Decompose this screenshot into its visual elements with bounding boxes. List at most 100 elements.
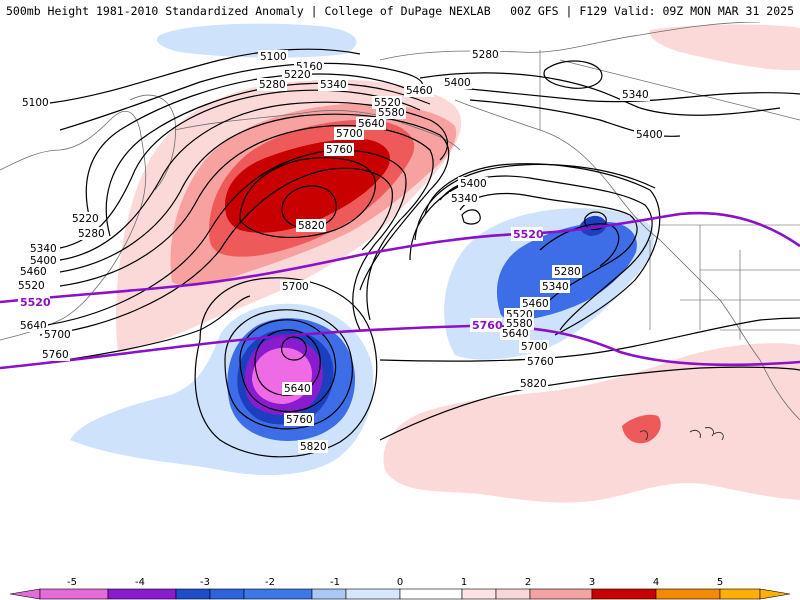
svg-text:5760: 5760 xyxy=(42,349,69,361)
hawaii-islands xyxy=(639,427,724,441)
legend-swatch xyxy=(591,588,657,600)
legend-swatch xyxy=(399,588,463,600)
contour-low-5640 xyxy=(254,329,321,396)
contour-5760-east xyxy=(379,317,800,362)
svg-text:5340: 5340 xyxy=(320,79,347,91)
anomaly-neg-east-3 xyxy=(579,215,607,236)
coastlines xyxy=(0,22,800,421)
legend-swatch xyxy=(175,588,211,600)
header: 500mb Height 1981-2010 Standardized Anom… xyxy=(0,0,800,22)
climo-5520-line xyxy=(0,211,800,304)
contour-5760-a xyxy=(239,157,376,238)
anomaly-pos-topright xyxy=(649,24,800,71)
svg-text:5820: 5820 xyxy=(300,441,327,453)
legend-tick: 1 xyxy=(461,577,467,588)
legend-tick: 0 xyxy=(397,577,403,588)
contour-5100 xyxy=(49,48,361,104)
contour-label: 5280 xyxy=(257,78,287,91)
svg-text:5700: 5700 xyxy=(44,329,71,341)
contour-label: 5700 xyxy=(334,127,364,140)
svg-text:5700: 5700 xyxy=(336,128,363,140)
svg-text:5460: 5460 xyxy=(522,298,549,310)
legend-swatch xyxy=(243,588,313,600)
svg-text:5580: 5580 xyxy=(378,107,405,119)
svg-text:5100: 5100 xyxy=(260,51,287,63)
contour-label: 5220 xyxy=(282,68,312,81)
svg-text:5640: 5640 xyxy=(20,320,47,332)
contour-east-5520 xyxy=(414,163,656,241)
contour-label: 5340 xyxy=(449,192,479,205)
coast-asia xyxy=(0,110,147,341)
contour-label: 5760 xyxy=(40,348,70,361)
contour-5520 xyxy=(59,124,434,321)
contour-5460 xyxy=(59,113,450,291)
svg-text:5820: 5820 xyxy=(298,220,325,232)
borders xyxy=(539,50,800,340)
contour-label: 5220 xyxy=(70,212,100,225)
contour-label: 5760 xyxy=(525,355,555,368)
contour-label: 5400 xyxy=(634,128,664,141)
contour-label: 5340 xyxy=(318,78,348,91)
contour-low-inner xyxy=(281,336,307,361)
anomaly-color-legend: -5 -4 -3 -2 -1 0 1 2 3 4 5 xyxy=(9,577,791,600)
legend-ticks: -5 -4 -3 -2 -1 0 1 2 3 4 5 xyxy=(67,577,723,588)
climo-label: 5520 xyxy=(511,227,544,241)
legend-tick: 2 xyxy=(525,577,531,588)
contour-label: 5400 xyxy=(458,177,488,190)
product-title: 500mb Height 1981-2010 Standardized Anom… xyxy=(6,4,491,18)
contour-label: 5460 xyxy=(18,265,48,278)
svg-text:5400: 5400 xyxy=(444,77,471,89)
contour-label: 5280 xyxy=(470,48,500,61)
anomaly-pos-south-1 xyxy=(383,343,800,503)
contour-label: 5580 xyxy=(376,106,406,119)
svg-text:5640: 5640 xyxy=(284,383,311,395)
contour-low-5760 xyxy=(224,309,353,430)
svg-text:5340: 5340 xyxy=(622,89,649,101)
contour-label: 5340 xyxy=(620,88,650,101)
svg-text:5820: 5820 xyxy=(520,378,547,390)
contour-east-inner xyxy=(461,209,481,225)
contour-label: 5340 xyxy=(540,280,570,293)
contour-5340 xyxy=(59,89,421,249)
svg-text:5700: 5700 xyxy=(521,341,548,353)
contour-5820-a xyxy=(281,185,337,229)
contour-label: 5640 xyxy=(18,319,48,332)
contour-label: 5100 xyxy=(258,50,288,63)
legend-tick: -1 xyxy=(330,577,340,588)
climo-label-group: 5520 5520 5760 xyxy=(18,227,544,332)
legend-tick: -4 xyxy=(135,577,145,588)
contour-label: 5460 xyxy=(520,297,550,310)
contour-label: 5100 xyxy=(20,96,50,109)
svg-text:5280: 5280 xyxy=(259,79,286,91)
contour-label: 5820 xyxy=(518,377,548,390)
contour-label: 5520 xyxy=(16,279,46,292)
legend-tick: 4 xyxy=(653,577,659,588)
svg-text:5280: 5280 xyxy=(554,266,581,278)
contour-low-5700 xyxy=(239,319,337,413)
svg-text:5700: 5700 xyxy=(282,281,309,293)
svg-text:5760: 5760 xyxy=(527,356,554,368)
legend-tick: -5 xyxy=(67,577,77,588)
contour-label-group: 5100 5100 5160 5220 5280 5340 5280 5400 … xyxy=(16,48,664,453)
legend-swatch xyxy=(39,588,109,600)
contour-ne-5280 xyxy=(419,72,781,116)
legend-swatch xyxy=(461,588,497,600)
climo-5760-line xyxy=(0,324,800,370)
legend-swatch-end-left xyxy=(9,588,41,600)
svg-text:5400: 5400 xyxy=(636,129,663,141)
svg-text:5760: 5760 xyxy=(326,144,353,156)
contour-label: 5820 xyxy=(296,219,326,232)
svg-text:5460: 5460 xyxy=(20,266,47,278)
contour-label: 5280 xyxy=(552,265,582,278)
svg-text:5760: 5760 xyxy=(472,319,503,332)
contour-5400 xyxy=(59,101,448,261)
hawaii-island-2 xyxy=(704,427,715,437)
hawaii-island-3 xyxy=(713,431,724,441)
contour-east-5400 xyxy=(439,175,653,331)
climo-label: 5760 xyxy=(470,318,503,332)
svg-text:5640: 5640 xyxy=(358,118,385,130)
contour-label: 5760 xyxy=(324,143,354,156)
svg-text:5520: 5520 xyxy=(513,228,544,241)
contour-label: 5760 xyxy=(284,413,314,426)
